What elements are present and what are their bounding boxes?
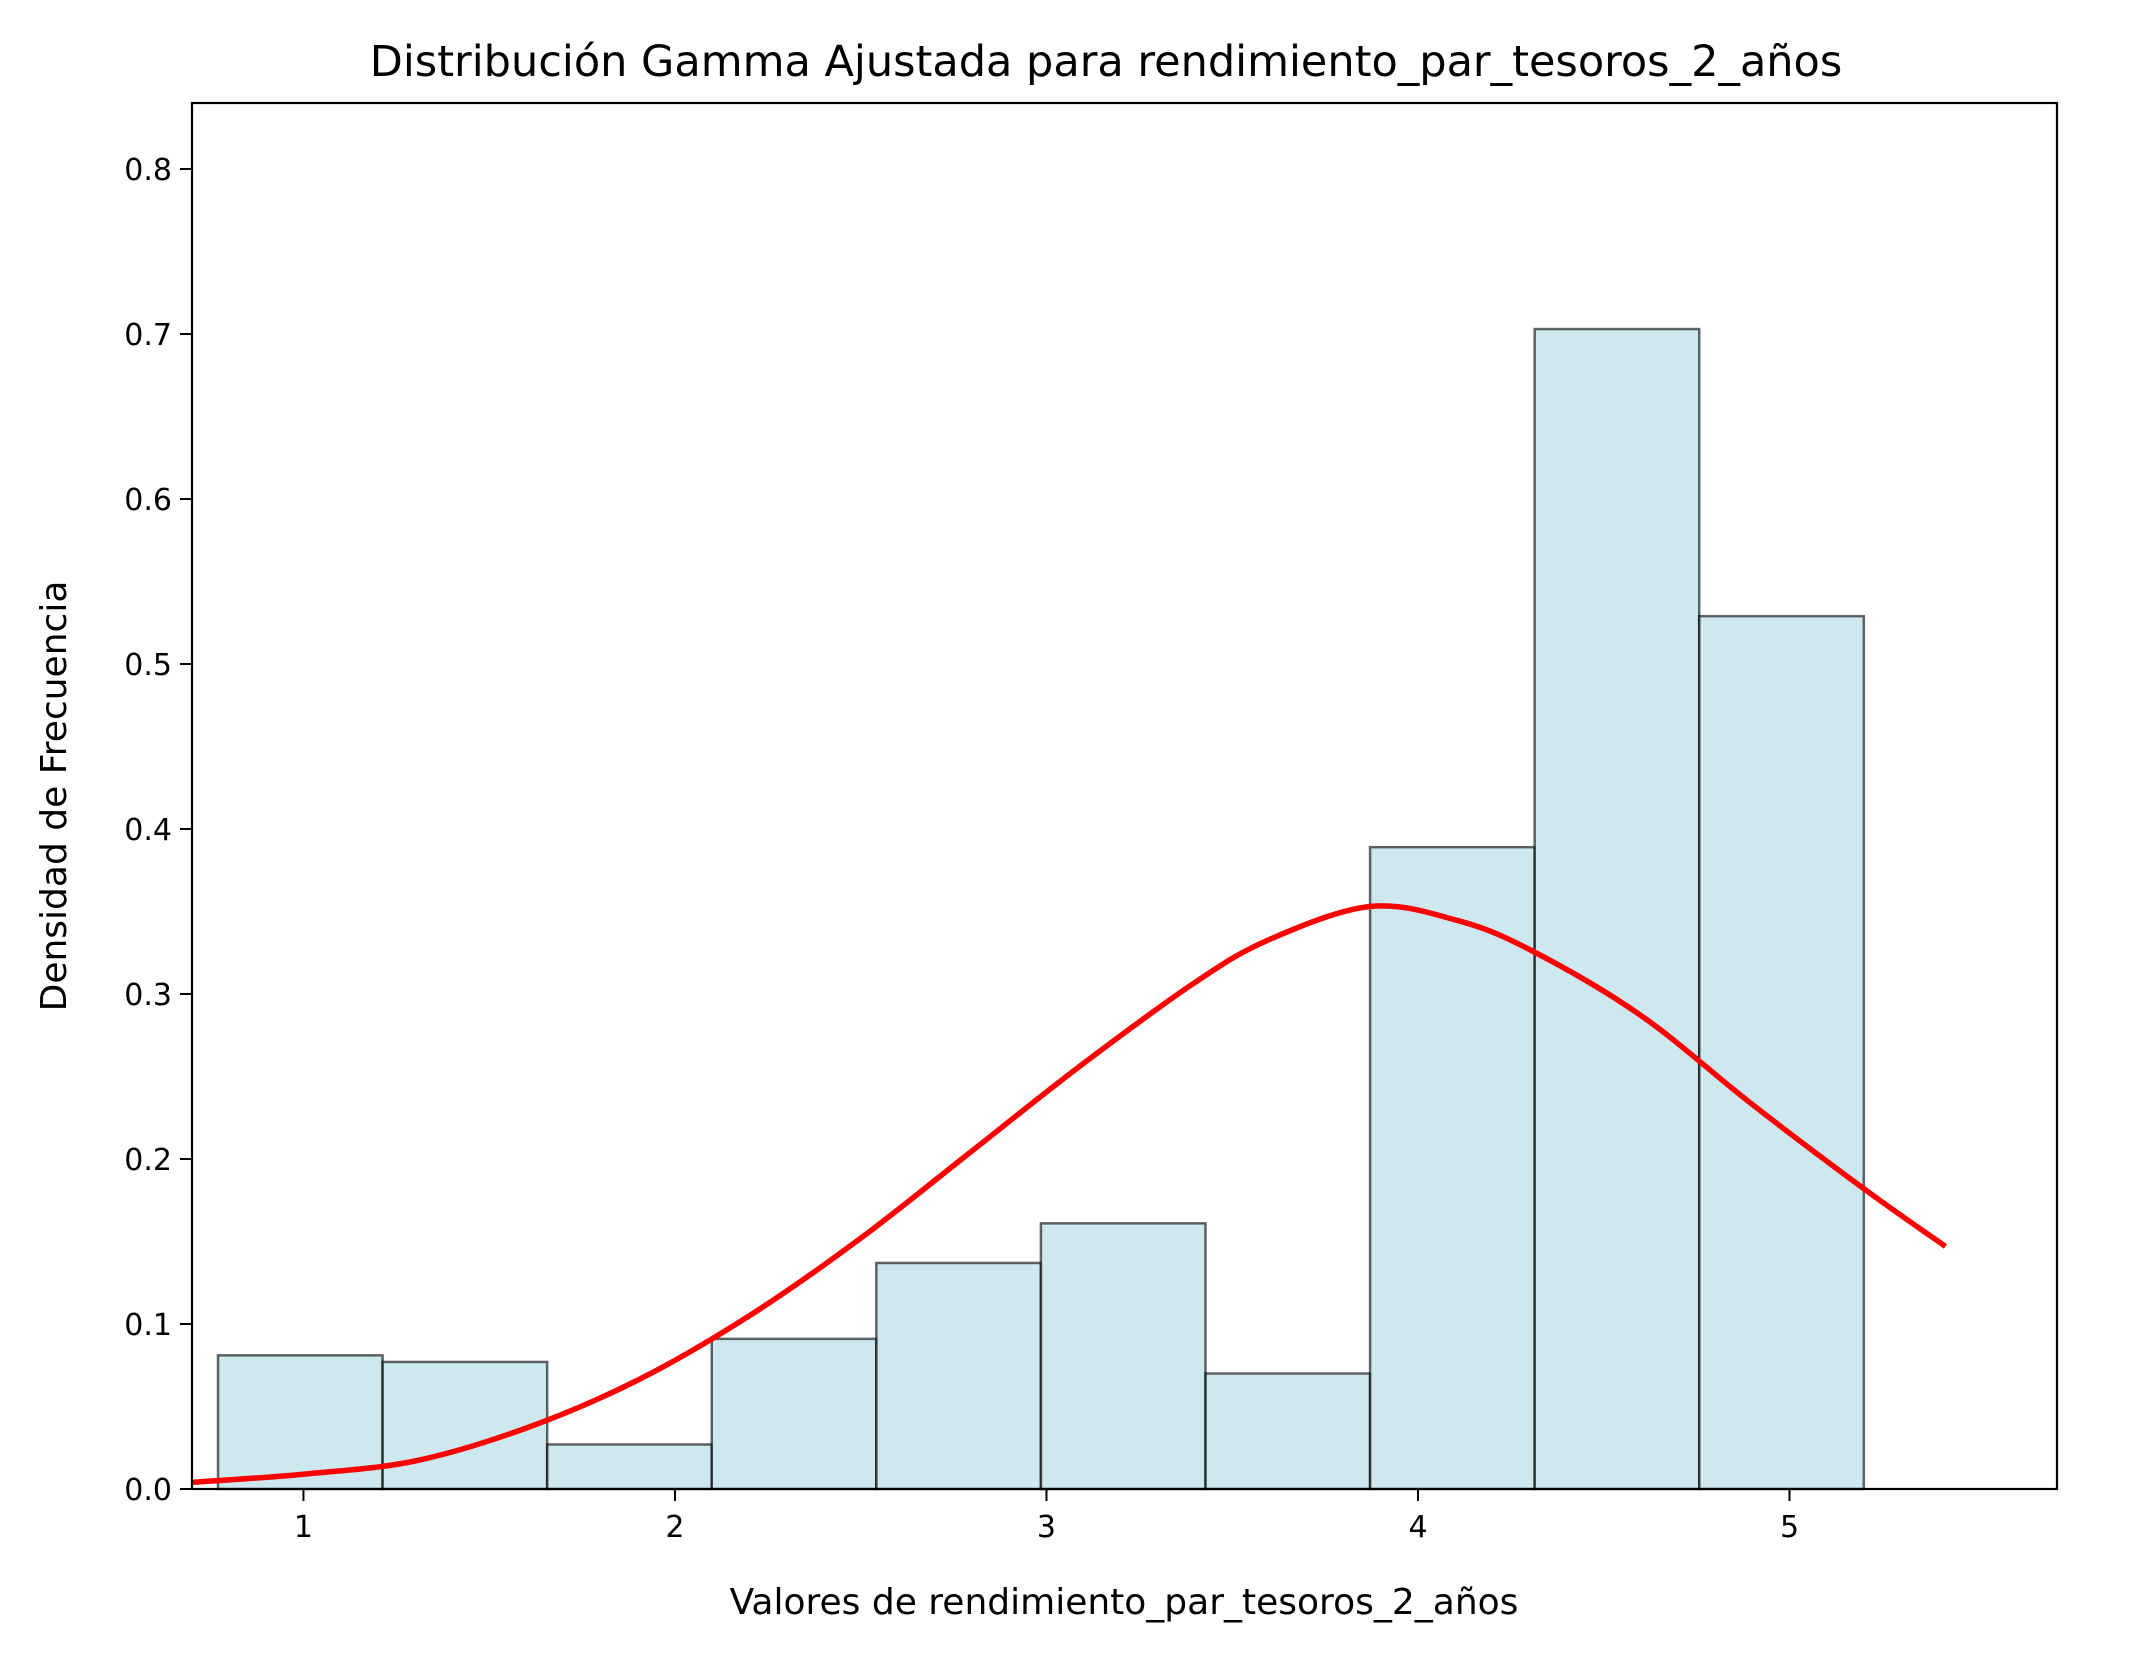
y-tick-label: 0.3 — [124, 978, 172, 1013]
x-tick-label: 2 — [665, 1510, 684, 1545]
y-tick-label: 0.6 — [124, 483, 172, 518]
plot-frame — [190, 101, 2059, 1491]
x-tick-label: 4 — [1408, 1510, 1427, 1545]
histogram-bars — [216, 327, 1866, 1491]
x-tick-label: 5 — [1780, 1510, 1799, 1545]
y-axis-ticks: 0.0 0.1 0.2 0.3 0.4 0.5 0.6 0.7 0.8 — [124, 153, 192, 1508]
y-axis-label: Densidad de Frecuencia — [34, 581, 75, 1012]
histogram-bar — [875, 1261, 1043, 1491]
histogram-bar — [545, 1443, 713, 1491]
histogram-bar — [1368, 845, 1536, 1491]
histogram-bar — [710, 1337, 878, 1491]
histogram-bar — [1697, 614, 1866, 1491]
histogram-bar — [1204, 1372, 1372, 1491]
y-tick-label: 0.8 — [124, 153, 172, 188]
x-tick-label: 1 — [294, 1510, 313, 1545]
histogram-bar — [1039, 1222, 1207, 1491]
y-tick-label: 0.2 — [124, 1143, 172, 1178]
y-tick-label: 0.0 — [124, 1473, 172, 1508]
x-tick-label: 3 — [1037, 1510, 1056, 1545]
histogram-bar — [1533, 327, 1701, 1491]
y-tick-label: 0.1 — [124, 1308, 172, 1343]
x-axis-label: Valores de rendimiento_par_tesoros_2_año… — [730, 1582, 1519, 1623]
fitted-curve-layer — [191, 903, 1948, 1486]
fitted-gamma-curve — [191, 903, 1948, 1486]
y-tick-label: 0.4 — [124, 813, 172, 848]
y-tick-label: 0.7 — [124, 318, 172, 353]
chart-title: Distribución Gamma Ajustada para rendimi… — [370, 37, 1843, 87]
x-axis-ticks: 1 2 3 4 5 — [294, 1489, 1799, 1545]
y-tick-label: 0.5 — [124, 648, 172, 683]
histogram-bar — [381, 1360, 549, 1491]
